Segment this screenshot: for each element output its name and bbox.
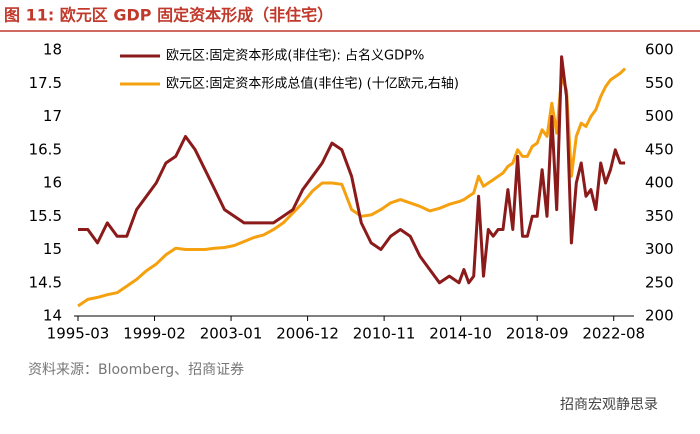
source: 资料来源：Bloomberg、招商证券	[28, 362, 244, 378]
x-tick-label: 2022-08	[582, 325, 645, 343]
y-tick-label: 15	[43, 240, 62, 258]
watermark: 招商宏观静思录	[560, 397, 658, 413]
x-tick-label: 2003-01	[200, 325, 263, 343]
y-tick-label: 18	[43, 41, 62, 59]
y-tick-label: 16	[43, 174, 62, 192]
x-tick-label: 2014-10	[429, 325, 492, 343]
x-tick-label: 2010-11	[353, 325, 416, 343]
y-tick-label: 14	[43, 307, 62, 325]
y-tick-label: 16.5	[29, 140, 62, 158]
x-tick-label: 2018-09	[506, 325, 569, 343]
y-tick-label: 17	[43, 107, 62, 125]
y2-tick-label: 600	[645, 41, 674, 59]
y2-tick-label: 550	[645, 74, 674, 92]
y2-tick-label: 400	[645, 174, 674, 192]
series-line	[78, 55, 626, 285]
x-tick-label: 2006-12	[276, 325, 339, 343]
y2-tick-label: 350	[645, 207, 674, 225]
y-tick-label: 14.5	[29, 273, 62, 291]
chart-title: 图 11: 欧元区 GDP 固定资本形成（非住宅）	[4, 6, 333, 25]
legend-label: 欧元区:固定资本形成总值(非住宅) (十亿欧元,右轴)	[166, 76, 459, 92]
y-tick-label: 15.5	[29, 207, 62, 225]
y-tick-label: 17.5	[29, 74, 62, 92]
y2-tick-label: 250	[645, 273, 674, 291]
y2-tick-label: 300	[645, 240, 674, 258]
x-tick-label: 1995-03	[47, 325, 110, 343]
x-tick-label: 1999-02	[123, 325, 186, 343]
legend-label: 欧元区:固定资本形成(非住宅): 占名义GDP%	[166, 48, 424, 64]
y2-tick-label: 500	[645, 107, 674, 125]
y2-tick-label: 200	[645, 307, 674, 325]
y2-tick-label: 450	[645, 140, 674, 158]
